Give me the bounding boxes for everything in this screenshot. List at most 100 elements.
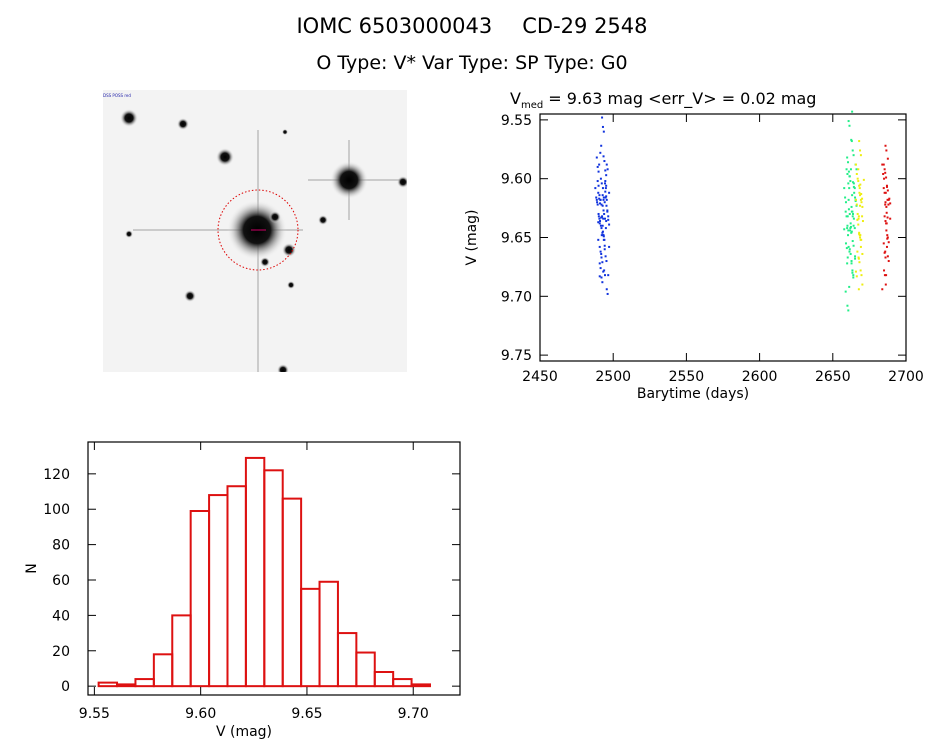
data-point xyxy=(856,250,859,253)
data-point xyxy=(605,260,608,263)
data-point xyxy=(854,200,857,203)
data-point xyxy=(885,222,888,225)
data-point xyxy=(846,262,849,265)
data-point xyxy=(852,181,855,184)
data-point xyxy=(851,210,854,213)
data-point xyxy=(844,210,847,213)
histogram-bar xyxy=(244,456,266,688)
data-point xyxy=(853,227,856,230)
data-point xyxy=(861,252,864,255)
data-point xyxy=(598,163,601,166)
data-point xyxy=(847,198,850,201)
data-point xyxy=(602,155,605,158)
data-point xyxy=(883,274,886,277)
data-point xyxy=(852,244,855,247)
data-point xyxy=(889,202,892,205)
data-point xyxy=(844,290,847,293)
data-point xyxy=(605,198,608,201)
data-point xyxy=(601,215,604,218)
data-point xyxy=(604,227,607,230)
data-point xyxy=(601,261,604,264)
data-point xyxy=(600,252,603,255)
data-point xyxy=(889,217,892,220)
data-point xyxy=(860,201,863,204)
data-point xyxy=(855,172,858,175)
data-point xyxy=(855,168,858,171)
data-point xyxy=(887,241,890,244)
data-point xyxy=(852,185,855,188)
data-point xyxy=(601,231,604,234)
data-point xyxy=(884,220,887,223)
data-point xyxy=(883,269,886,272)
data-point xyxy=(604,182,607,185)
data-point xyxy=(847,234,850,237)
data-point xyxy=(884,203,887,206)
histogram-bar xyxy=(336,632,358,688)
data-point xyxy=(858,232,861,235)
data-point xyxy=(596,165,599,168)
data-point xyxy=(851,215,854,218)
data-point xyxy=(598,217,601,220)
data-point xyxy=(844,242,847,245)
data-point xyxy=(859,234,862,237)
data-point xyxy=(603,248,606,251)
histogram-bar xyxy=(318,580,339,688)
data-point xyxy=(595,198,598,201)
data-point xyxy=(597,238,600,241)
data-point xyxy=(858,261,861,264)
data-point xyxy=(604,255,607,258)
data-point xyxy=(600,276,603,279)
data-point xyxy=(882,163,885,166)
histogram-bar xyxy=(410,683,431,688)
data-point xyxy=(598,194,601,197)
data-point xyxy=(849,227,852,230)
data-point xyxy=(601,125,604,128)
data-point xyxy=(606,292,609,295)
data-point xyxy=(854,270,857,273)
data-point xyxy=(886,198,889,201)
data-point xyxy=(855,203,858,206)
data-point xyxy=(600,203,603,206)
data-point xyxy=(849,180,852,183)
x-tick-label: 9.65 xyxy=(291,706,322,722)
data-point xyxy=(884,283,887,286)
histogram-bar xyxy=(392,678,413,688)
data-point xyxy=(847,182,850,185)
histogram-bar xyxy=(355,651,376,688)
data-point xyxy=(604,169,607,172)
data-point xyxy=(602,130,605,133)
x-tick-label: 2650 xyxy=(815,369,851,385)
data-point xyxy=(598,197,601,200)
data-point xyxy=(885,185,888,188)
data-point xyxy=(605,163,608,166)
data-point xyxy=(847,309,850,312)
data-point xyxy=(595,156,598,159)
data-point xyxy=(599,202,602,205)
data-point xyxy=(887,203,890,206)
data-point xyxy=(847,208,850,211)
data-point xyxy=(600,227,603,230)
data-point xyxy=(599,267,602,270)
data-point xyxy=(602,270,605,273)
data-point xyxy=(885,176,888,179)
data-point xyxy=(856,177,859,180)
data-point xyxy=(858,231,861,234)
data-point xyxy=(599,250,602,253)
data-point xyxy=(603,244,606,247)
data-point xyxy=(851,149,854,152)
data-point xyxy=(852,182,855,185)
data-point xyxy=(855,204,858,207)
data-point xyxy=(603,269,606,272)
histogram-bar xyxy=(281,497,303,688)
data-point xyxy=(846,256,849,259)
data-point xyxy=(600,182,603,185)
data-point xyxy=(861,205,864,208)
data-point xyxy=(848,285,851,288)
data-point xyxy=(860,274,863,277)
data-point xyxy=(605,204,608,207)
data-point xyxy=(883,177,886,180)
data-point xyxy=(846,172,849,175)
data-point xyxy=(884,144,887,147)
data-point xyxy=(854,163,857,166)
data-point xyxy=(600,256,603,259)
